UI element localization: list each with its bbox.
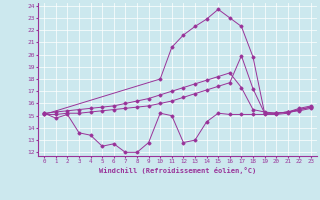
X-axis label: Windchill (Refroidissement éolien,°C): Windchill (Refroidissement éolien,°C) — [99, 167, 256, 174]
